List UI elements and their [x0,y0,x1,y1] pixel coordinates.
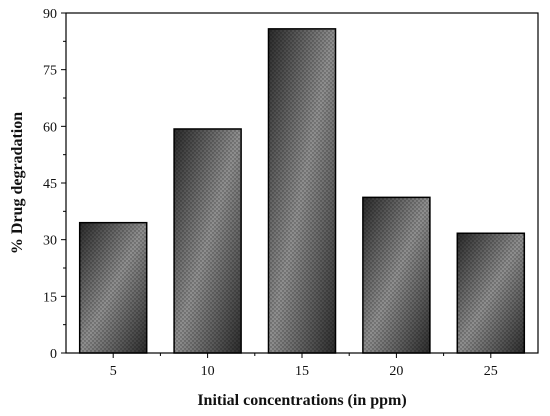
bar-outline [362,196,431,354]
y-tick-label: 60 [43,120,57,135]
y-tick-label: 30 [43,234,57,249]
y-tick-label: 75 [43,64,57,79]
bar-25 [456,232,526,354]
x-tick-label: 25 [484,364,498,379]
bar-outline [456,232,526,354]
bar-15 [267,28,337,354]
x-tick-label: 5 [110,364,117,379]
bar-10 [173,128,242,354]
bar-outline [267,28,337,354]
y-axis-title: % Drug degradation [9,112,26,254]
y-tick-label: 45 [43,177,57,192]
y-tick-label: 90 [43,7,57,22]
x-tick-label: 20 [389,364,403,379]
bar-outline [78,221,148,354]
x-axis: 5 10 15 20 25 [110,353,498,379]
bar-series [78,28,526,354]
y-axis: 0 15 30 45 60 75 90 [43,7,66,362]
x-tick-label: 15 [295,364,309,379]
y-tick-label: 15 [43,290,57,305]
x-tick-label: 10 [201,364,215,379]
bar-5 [78,221,148,354]
x-axis-title: Initial concentrations (in ppm) [197,392,406,409]
y-tick-label: 0 [50,347,57,362]
bar-outline [173,128,242,354]
bar-20 [362,196,431,354]
